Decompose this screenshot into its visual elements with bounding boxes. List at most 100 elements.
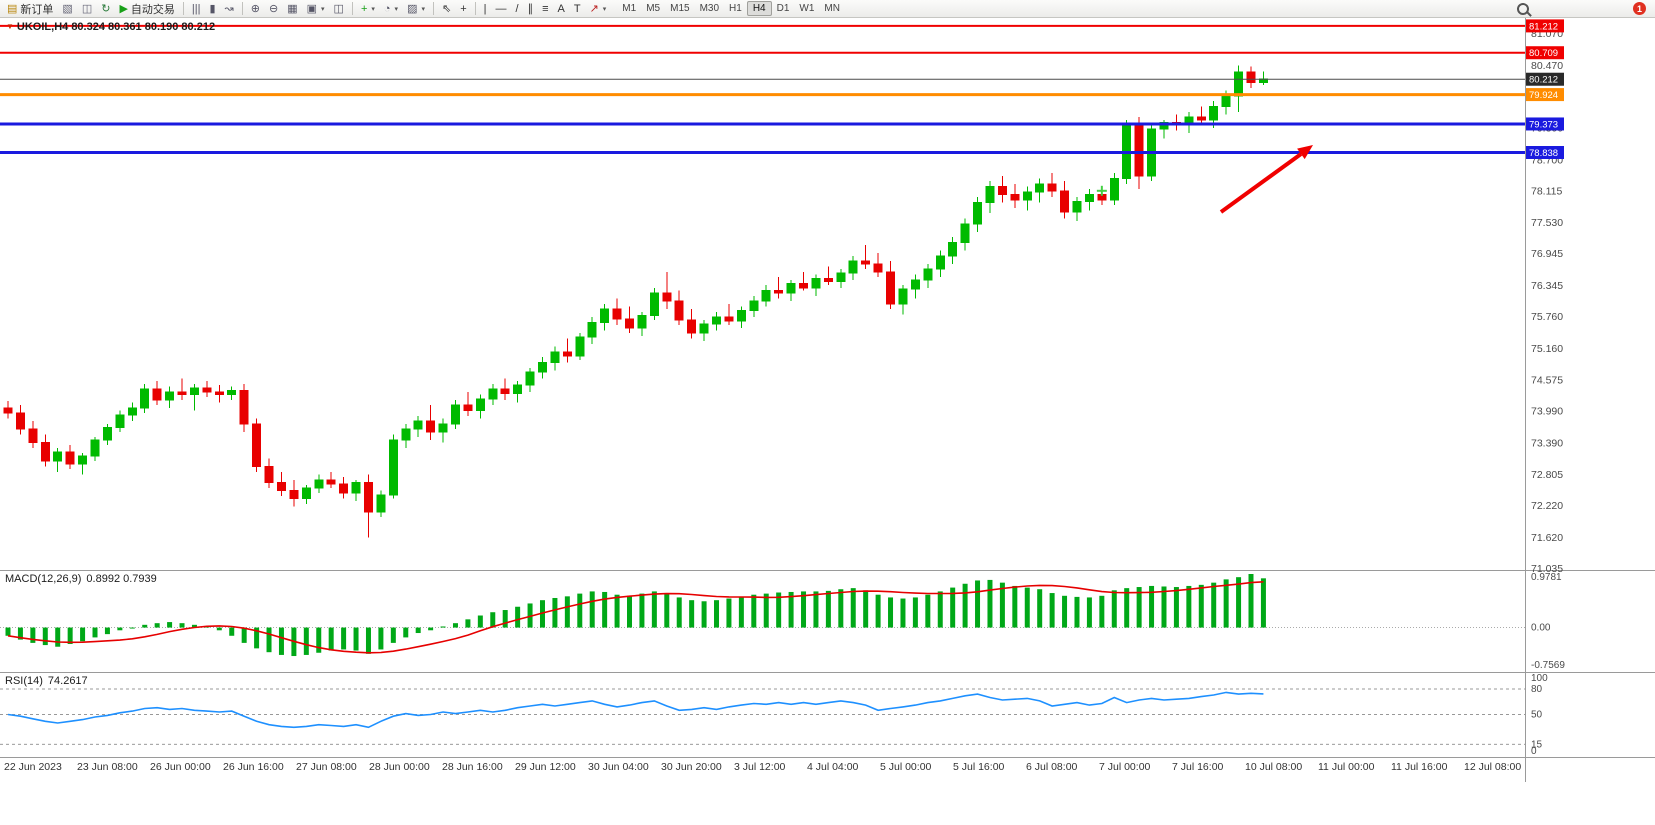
toolbar-button-label: 新订单	[20, 3, 54, 16]
candle-bear	[500, 388, 510, 394]
macd-histogram-bar	[502, 610, 508, 628]
candle-bear	[252, 423, 262, 468]
macd-histogram-bar	[950, 587, 956, 628]
bar-chart-icon[interactable]: |||	[188, 1, 205, 17]
text-icon[interactable]: A	[553, 1, 568, 17]
timeframe-h4[interactable]: H4	[746, 1, 772, 16]
toolbar-separator	[241, 2, 243, 15]
candle-bear	[276, 482, 286, 492]
candle-bull	[898, 288, 908, 305]
candle-bear	[3, 407, 13, 414]
trendline-icon[interactable]: /	[512, 1, 523, 17]
chart-window-icon[interactable]: ▧	[58, 1, 76, 17]
horizontal-line-icon[interactable]: —	[492, 1, 511, 17]
macd-histogram-bar	[341, 627, 347, 650]
price-tick-label: 72.220	[1531, 500, 1563, 512]
zoom-in-icon[interactable]: ⊕	[247, 1, 264, 17]
new-chart-icon[interactable]: ▣ ▾	[303, 1, 329, 17]
zoom-out-icon: ⊖	[268, 2, 279, 15]
candle-bull	[699, 323, 709, 334]
price-label-text: 80.709	[1529, 48, 1558, 59]
macd-histogram-bar	[477, 615, 483, 628]
autotrade-play-icon[interactable]: ▶ 自动交易	[115, 1, 178, 17]
fibonacci-icon[interactable]: ≡	[538, 1, 552, 17]
profiles-icon: ◫	[81, 2, 93, 15]
crosshair-icon[interactable]: +	[456, 1, 470, 17]
macd-histogram-bar	[801, 591, 807, 628]
candle-bull	[227, 389, 237, 396]
dropdown-caret-icon: ▾	[394, 5, 399, 13]
macd-histogram-bar	[328, 627, 334, 651]
macd-histogram-bar	[651, 591, 657, 628]
price-axis[interactable]: 81.07080.47079.88579.30078.70078.11577.5…	[1531, 28, 1563, 575]
price-tick-label: 75.160	[1531, 343, 1563, 355]
candle-bull	[973, 202, 983, 225]
candle-bull	[749, 300, 759, 311]
timeframe-h1[interactable]: H1	[729, 3, 742, 14]
macd-histogram-bar	[515, 606, 521, 628]
horizontal-line-icon: —	[495, 2, 507, 15]
search-icon[interactable]	[1517, 2, 1529, 15]
trend-arrow-head[interactable]	[1297, 145, 1313, 160]
candle-bear	[152, 388, 162, 401]
timeframe-group: M1 M5 M15 M30 H1 H4 D1 W1 MN	[617, 1, 845, 16]
time-tick-label: 30 Jun 20:00	[661, 761, 722, 773]
candle-bull	[525, 371, 535, 386]
macd-histogram-bar	[129, 627, 135, 629]
cursor-icon[interactable]: ⇖	[438, 1, 455, 17]
tile-windows-icon[interactable]: ▦	[283, 1, 301, 17]
rsi-scale-label: 80	[1531, 684, 1543, 695]
candle-bull	[475, 398, 485, 412]
period-icon[interactable]: ◔ ▾	[380, 1, 402, 17]
candle-bull	[836, 272, 846, 282]
time-axis[interactable]: 22 Jun 2023 23 Jun 08:00 26 Jun 00:00 26 Ju…	[4, 761, 1521, 773]
cursor-icon: ⇖	[441, 2, 452, 15]
macd-histogram-bar	[888, 597, 894, 628]
zoom-out-icon[interactable]: ⊖	[265, 1, 282, 17]
arrange-windows-icon[interactable]: ◫	[330, 1, 348, 17]
trend-arrow-shaft[interactable]	[1219, 152, 1303, 214]
macd-histogram-bar	[912, 597, 918, 628]
macd-scale-label: 0.9781	[1531, 572, 1562, 583]
time-tick-label: 6 Jul 08:00	[1026, 761, 1078, 773]
macd-histogram-bar	[241, 627, 247, 643]
refresh-icon[interactable]: ↻	[97, 1, 114, 17]
timeframe-m15[interactable]: M15	[670, 3, 690, 14]
vertical-line-icon[interactable]: |	[480, 1, 491, 17]
arrows-icon[interactable]: ↗ ▾	[586, 1, 611, 17]
macd-histogram-bar	[552, 597, 558, 628]
macd-histogram-bar	[825, 590, 831, 628]
timeframe-m1[interactable]: M1	[622, 3, 637, 14]
candlestick-chart-icon[interactable]: ▮	[205, 1, 219, 17]
timeframe-w1[interactable]: W1	[799, 3, 815, 14]
new-order-icon[interactable]: ▤ 新订单	[3, 1, 57, 17]
macd-histogram-bar	[365, 627, 371, 654]
zoom-in-icon: ⊕	[250, 2, 260, 15]
notification-badge[interactable]: 1	[1633, 2, 1646, 15]
timeframe-d1[interactable]: D1	[776, 3, 790, 14]
price-tick-label: 71.620	[1531, 532, 1563, 544]
toolbar-separator	[474, 2, 476, 15]
time-tick-label: 5 Jul 00:00	[880, 761, 932, 773]
template-icon[interactable]: ▨ ▾	[403, 1, 429, 17]
candle-bull	[140, 388, 150, 409]
timeframe-m30[interactable]: M30	[699, 3, 720, 14]
macd-histogram-bar	[1124, 588, 1130, 628]
profiles-icon[interactable]: ◫	[78, 1, 96, 17]
timeframe-mn[interactable]: MN	[824, 3, 840, 14]
line-chart-icon[interactable]: ↝	[221, 1, 238, 17]
macd-histogram-bar	[278, 627, 284, 655]
timeframe-m5[interactable]: M5	[646, 3, 661, 14]
time-tick-label: 28 Jun 00:00	[369, 761, 430, 773]
time-tick-label: 30 Jun 04:00	[588, 761, 649, 773]
candle-bull	[127, 407, 137, 416]
add-indicator-icon[interactable]: + ▾	[357, 1, 379, 17]
price-tick-label: 71.035	[1531, 563, 1563, 575]
macd-histogram-bar	[216, 627, 222, 631]
candle-bull	[761, 290, 771, 302]
time-tick-label: 11 Jul 16:00	[1391, 761, 1448, 773]
macd-histogram-bar	[1186, 585, 1192, 628]
channel-icon[interactable]: ∥	[524, 1, 538, 17]
text-label-icon[interactable]: T	[570, 1, 585, 17]
